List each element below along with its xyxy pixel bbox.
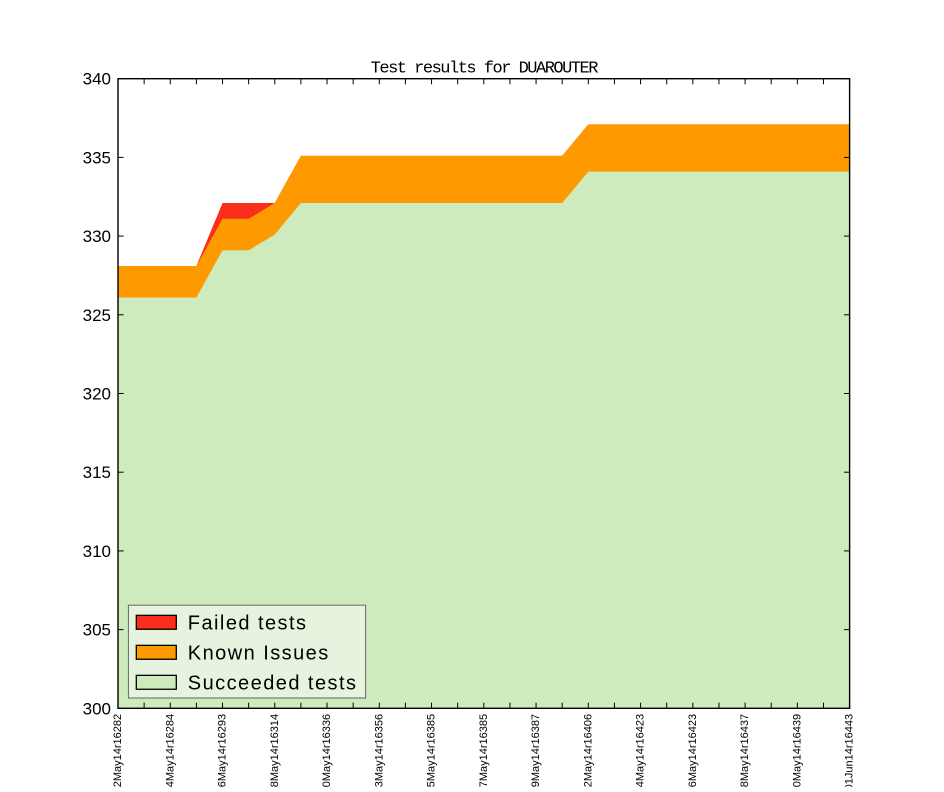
svg-text:320: 320 bbox=[83, 385, 111, 404]
svg-text:30May14r16439: 30May14r16439 bbox=[791, 714, 803, 787]
svg-text:300: 300 bbox=[83, 699, 111, 718]
svg-text:08May14r16314: 08May14r16314 bbox=[269, 714, 281, 787]
svg-text:15May14r16385: 15May14r16385 bbox=[426, 714, 438, 787]
svg-text:315: 315 bbox=[83, 463, 111, 482]
svg-text:13May14r16356: 13May14r16356 bbox=[373, 714, 385, 787]
svg-text:Known Issues: Known Issues bbox=[188, 643, 330, 665]
svg-text:335: 335 bbox=[83, 148, 111, 167]
svg-text:305: 305 bbox=[83, 621, 111, 640]
svg-text:Test results for DUAROUTER: Test results for DUAROUTER bbox=[371, 60, 599, 79]
svg-text:02May14r16282: 02May14r16282 bbox=[112, 714, 124, 787]
svg-text:Succeeded tests: Succeeded tests bbox=[188, 673, 358, 695]
svg-text:19May14r16387: 19May14r16387 bbox=[530, 714, 542, 787]
svg-text:24May14r16423: 24May14r16423 bbox=[635, 714, 647, 787]
svg-text:325: 325 bbox=[83, 306, 111, 325]
svg-text:26May14r16423: 26May14r16423 bbox=[687, 714, 699, 787]
svg-text:04May14r16284: 04May14r16284 bbox=[164, 714, 176, 787]
svg-text:330: 330 bbox=[83, 227, 111, 246]
svg-text:10May14r16336: 10May14r16336 bbox=[321, 714, 333, 787]
svg-text:28May14r16437: 28May14r16437 bbox=[739, 714, 751, 787]
svg-text:340: 340 bbox=[83, 70, 111, 89]
svg-text:Failed tests: Failed tests bbox=[188, 613, 308, 635]
svg-text:17May14r16385: 17May14r16385 bbox=[478, 714, 490, 787]
svg-text:22May14r16406: 22May14r16406 bbox=[582, 714, 594, 787]
svg-text:06May14r16293: 06May14r16293 bbox=[217, 714, 229, 787]
svg-text:01Jun14r16443: 01Jun14r16443 bbox=[844, 714, 856, 787]
svg-text:310: 310 bbox=[83, 542, 111, 561]
